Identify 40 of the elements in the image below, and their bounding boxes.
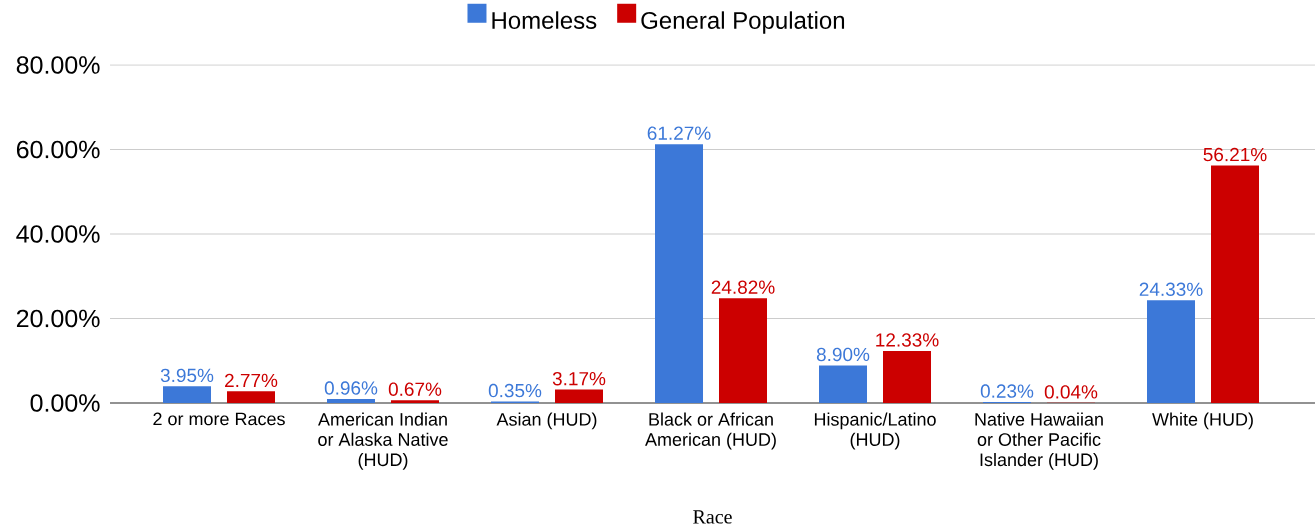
data-label: 12.33% bbox=[876, 333, 939, 347]
x-tick-label: Black or African American (HUD) bbox=[645, 412, 776, 450]
y-tick-label: 60.00% bbox=[16, 140, 100, 159]
data-label: 0.35% bbox=[488, 383, 542, 398]
bar bbox=[655, 144, 704, 403]
y-tick-label: 80.00% bbox=[16, 56, 100, 74]
x-tick-label: White (HUD) bbox=[1152, 412, 1253, 430]
data-label: 3.17% bbox=[552, 371, 606, 386]
bar bbox=[883, 350, 932, 403]
data-label: 0.04% bbox=[1044, 385, 1098, 399]
data-label: 56.21% bbox=[1203, 147, 1267, 162]
bar bbox=[555, 389, 603, 403]
x-axis-title: Race bbox=[693, 510, 732, 524]
data-label: 24.33% bbox=[1139, 282, 1203, 296]
y-tick-label: 40.00% bbox=[16, 225, 100, 243]
bar bbox=[1211, 165, 1260, 403]
x-tick-label: Native Hawaiian or Other Pacific Islander (HUD) bbox=[975, 412, 1103, 470]
bar bbox=[1147, 300, 1196, 403]
x-tick-label: 2 or more Races bbox=[153, 412, 285, 426]
bar bbox=[327, 398, 375, 403]
bar bbox=[819, 365, 868, 403]
legend-label: General Population bbox=[641, 11, 845, 34]
y-tick-label: 20.00% bbox=[16, 309, 100, 328]
data-label: 0.67% bbox=[388, 382, 442, 396]
bar bbox=[391, 400, 439, 403]
data-label: 24.82% bbox=[711, 280, 775, 294]
data-label: 3.95% bbox=[160, 368, 214, 383]
data-label: 8.90% bbox=[816, 347, 870, 362]
bar bbox=[227, 391, 275, 403]
x-tick-label: American Indian or Alaska Native (HUD) bbox=[318, 412, 448, 470]
x-tick-label: Hispanic/Latino (HUD) bbox=[814, 412, 936, 450]
legend-label: Homeless bbox=[492, 11, 597, 29]
bar bbox=[163, 386, 211, 403]
data-label: 2.77% bbox=[225, 373, 278, 388]
data-label: 0.96% bbox=[324, 381, 378, 395]
bar bbox=[719, 298, 768, 403]
y-tick-label: 0.00% bbox=[30, 394, 100, 412]
x-tick-label: Asian (HUD) bbox=[496, 412, 597, 430]
data-label: 0.23% bbox=[980, 384, 1034, 398]
data-label: 61.27% bbox=[647, 126, 711, 140]
